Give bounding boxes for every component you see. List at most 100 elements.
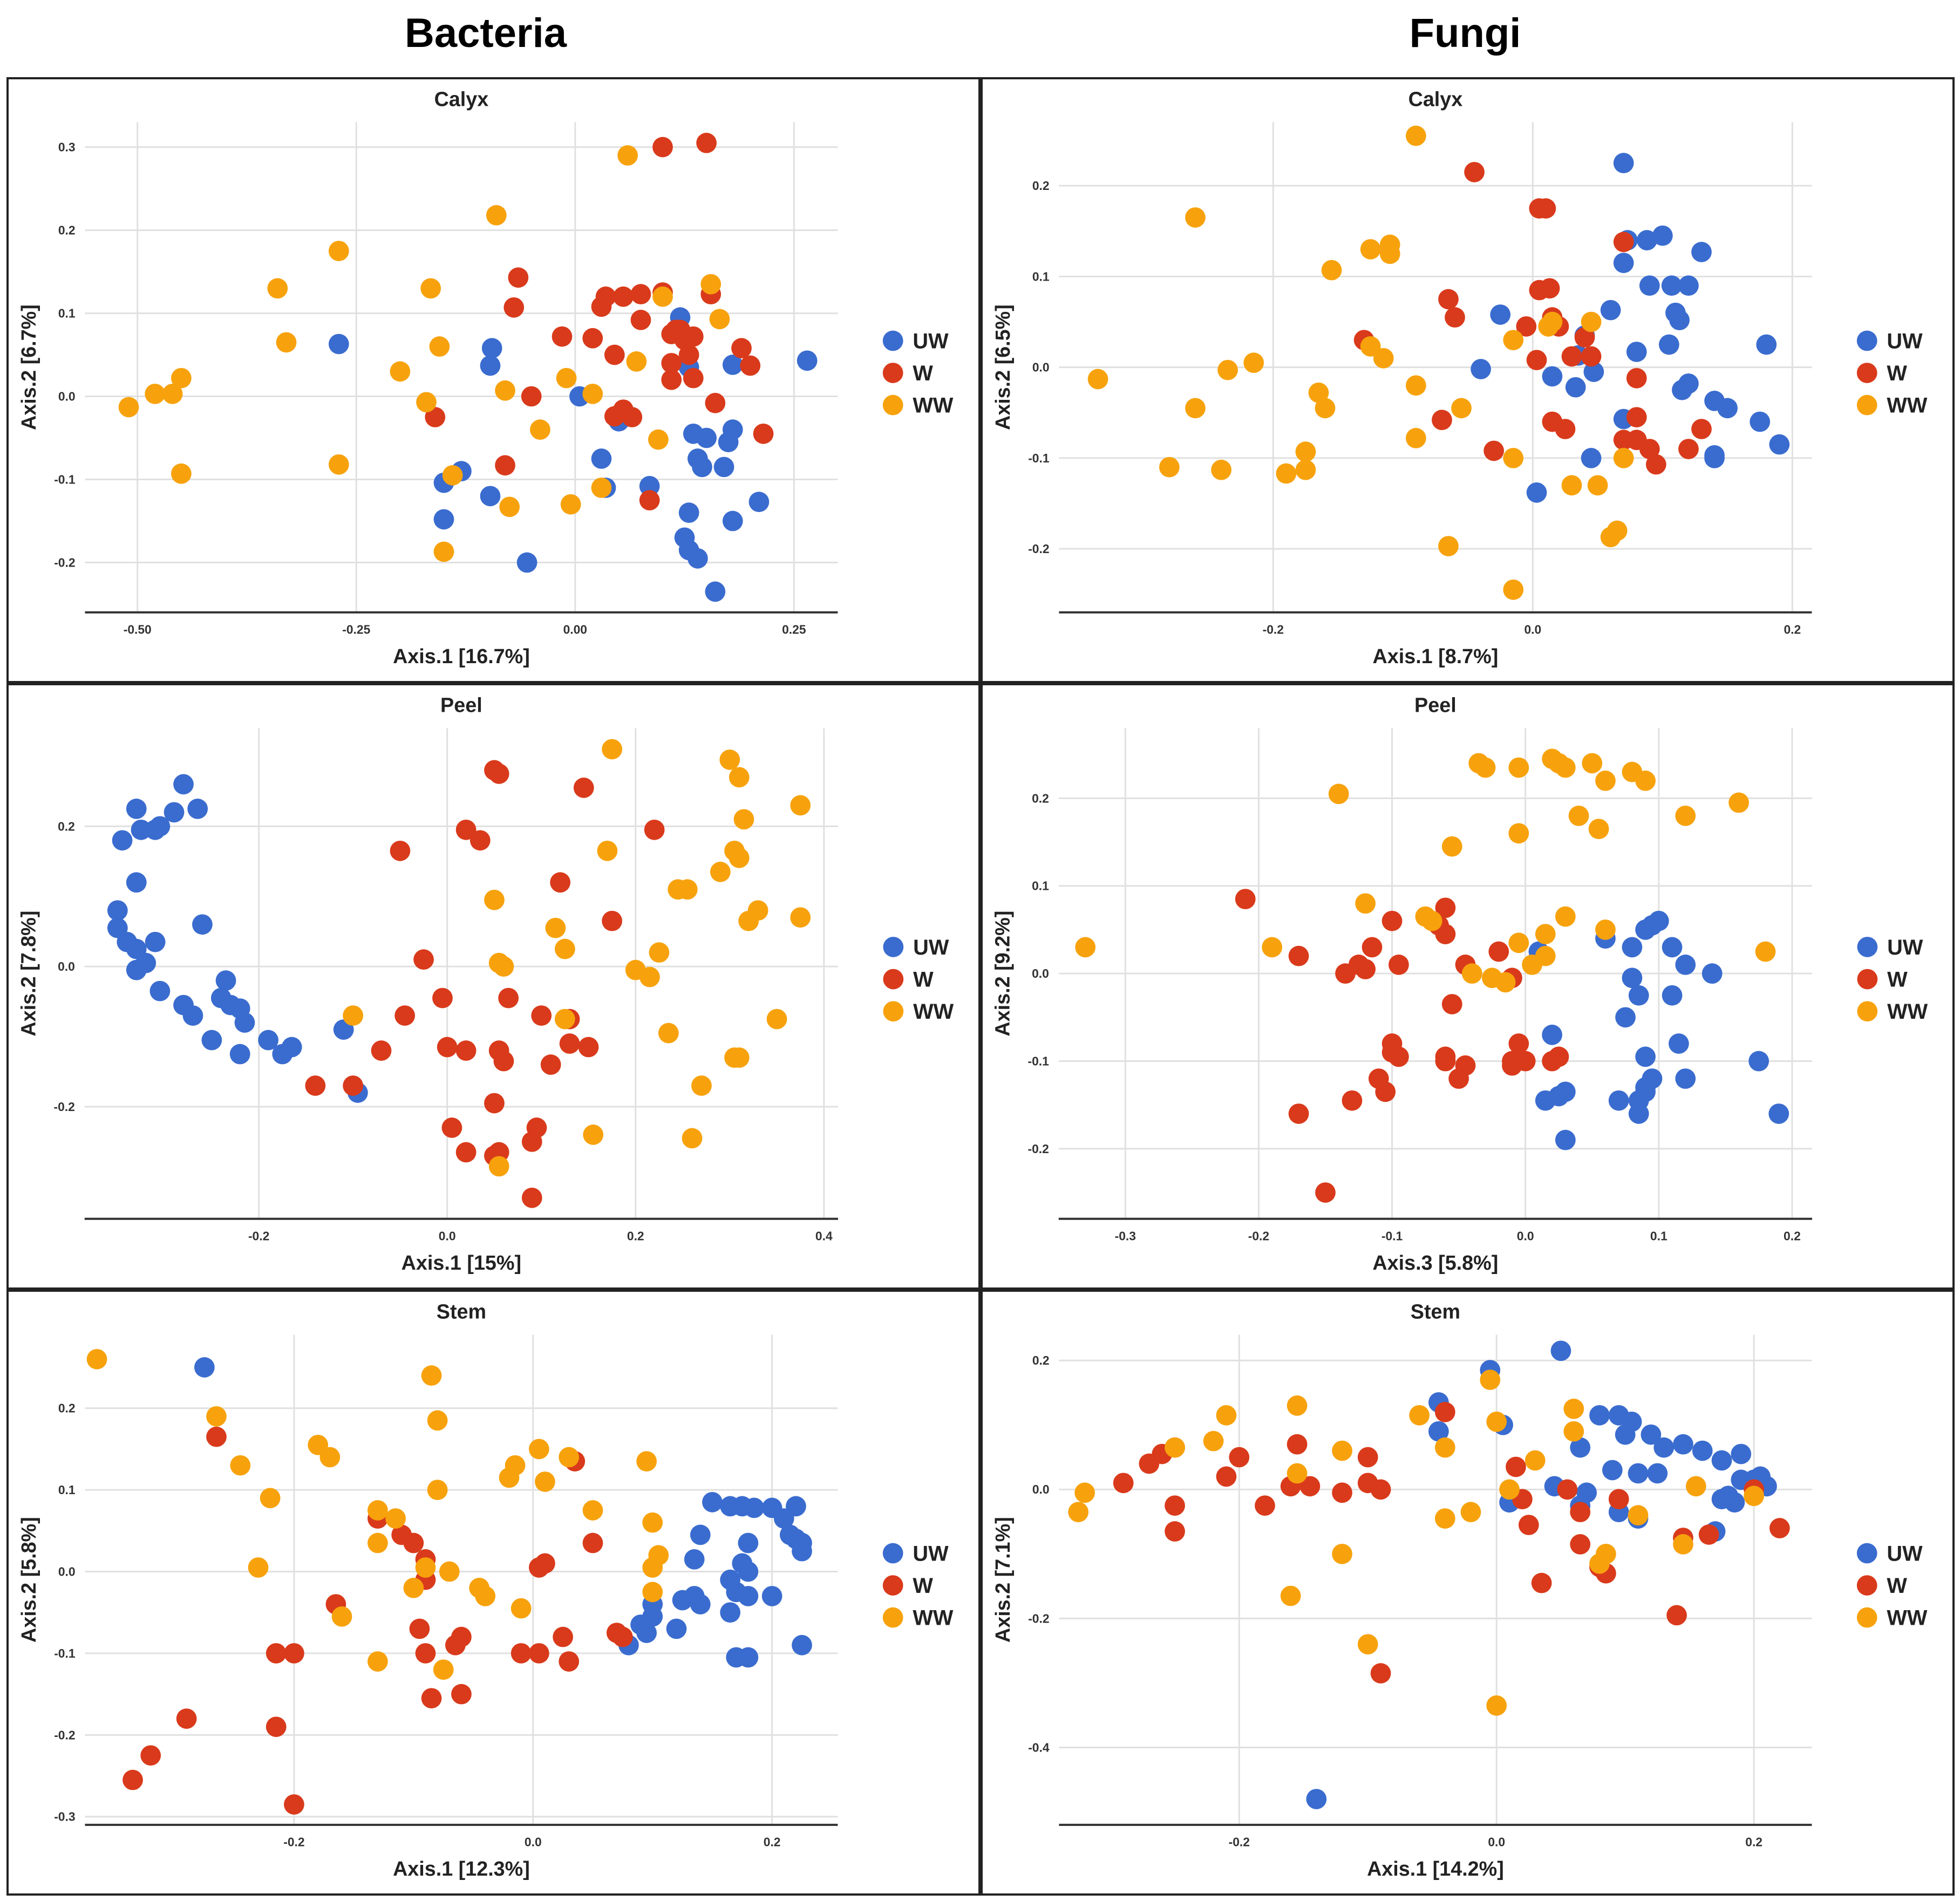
x-tick-label: -0.2 <box>1229 1835 1250 1849</box>
point-w <box>1691 419 1712 439</box>
y-tick-label: -0.1 <box>1027 1054 1049 1068</box>
point-uw <box>192 914 213 935</box>
point-uw <box>1428 1421 1449 1442</box>
point-ww <box>658 1023 679 1044</box>
point-uw <box>702 1491 723 1512</box>
scatter-plot: -0.3 -0.2 -0.1 0.0 0.1 0.2 -0.2 -0.1 0.0 0.1 0.2 Pe… <box>991 694 1928 1275</box>
point-w <box>559 1651 580 1672</box>
x-tick-label: 0.2 <box>1784 1229 1801 1243</box>
point-w <box>498 987 519 1009</box>
point-w <box>511 1643 532 1664</box>
legend-label-uw: UW <box>913 1542 949 1565</box>
x-tick-label: 0.2 <box>627 1229 644 1243</box>
point-ww <box>790 907 811 928</box>
point-uw <box>516 552 537 573</box>
point-w <box>1370 1479 1391 1500</box>
y-tick-label: 0.3 <box>58 140 76 154</box>
point-ww <box>1675 805 1696 826</box>
legend-marker-w <box>882 363 903 383</box>
point-uw <box>126 959 147 980</box>
point-uw <box>1769 434 1790 455</box>
point-uw <box>1628 985 1649 1006</box>
point-uw <box>1691 242 1712 262</box>
point-uw <box>744 1497 765 1518</box>
point-uw <box>1581 448 1602 468</box>
point-w <box>1216 1466 1237 1487</box>
point-uw <box>684 1549 705 1570</box>
point-uw <box>696 427 717 448</box>
point-w <box>1698 1524 1719 1545</box>
column-title-bacteria: Bacteria <box>405 10 567 56</box>
point-w <box>1381 910 1403 931</box>
point-w <box>604 406 625 427</box>
y-tick-label: -0.1 <box>54 1646 76 1660</box>
point-uw <box>1673 1434 1693 1455</box>
point-ww <box>420 278 441 299</box>
point-w <box>451 1684 472 1705</box>
y-tick-label: 0.0 <box>1032 1482 1050 1496</box>
y-tick-label: 0.0 <box>1032 360 1050 374</box>
point-w <box>1438 289 1459 310</box>
point-uw <box>1675 955 1696 975</box>
point-uw <box>1548 1086 1569 1107</box>
y-tick-label: -0.2 <box>54 1728 75 1742</box>
point-w <box>550 872 571 893</box>
point-uw <box>1613 253 1634 274</box>
point-ww <box>1262 937 1283 958</box>
point-uw <box>738 1647 759 1668</box>
point-ww <box>1744 1486 1764 1507</box>
point-ww <box>1357 1634 1378 1655</box>
point-ww <box>597 840 618 861</box>
point-uw <box>748 492 770 512</box>
point-uw <box>773 1508 794 1529</box>
point-ww <box>171 463 192 484</box>
x-tick-label: -0.3 <box>1115 1229 1136 1243</box>
point-w <box>1445 307 1465 328</box>
point-uw <box>481 338 502 359</box>
point-uw <box>1622 967 1643 989</box>
point-w <box>409 1618 430 1639</box>
point-ww <box>1460 1502 1481 1523</box>
x-tick-label: 0.1 <box>1650 1229 1668 1243</box>
point-ww <box>1486 1411 1507 1432</box>
point-ww <box>1563 1399 1584 1419</box>
point-ww <box>1373 348 1394 369</box>
point-ww <box>1480 1369 1501 1390</box>
point-w <box>683 367 704 389</box>
point-w <box>753 423 774 444</box>
point-w <box>1288 945 1309 966</box>
point-w <box>696 133 717 153</box>
point-w <box>122 1769 143 1790</box>
point-ww <box>1409 1405 1430 1426</box>
point-uw <box>229 1044 250 1065</box>
point-w <box>1769 1518 1790 1538</box>
x-tick-label: 0.2 <box>1745 1835 1762 1849</box>
point-ww <box>1405 375 1426 396</box>
y-tick-label: 0.1 <box>58 306 76 321</box>
y-tick-label: 0.1 <box>1032 269 1050 283</box>
point-uw <box>1711 1450 1732 1471</box>
y-axis-label: Axis.2 [9.2%] <box>991 911 1014 1037</box>
point-w <box>552 326 573 347</box>
panel-title: Stem <box>437 1300 486 1323</box>
point-ww <box>1087 369 1108 390</box>
point-w <box>535 1553 555 1574</box>
point-uw <box>672 1590 693 1611</box>
point-ww <box>691 1075 712 1096</box>
point-uw <box>1526 482 1547 503</box>
point-uw <box>1678 373 1699 394</box>
point-ww <box>1503 448 1524 468</box>
point-ww <box>583 1125 604 1145</box>
point-uw <box>705 581 726 602</box>
point-w <box>1362 937 1383 958</box>
point-w <box>1574 327 1595 348</box>
legend-marker-uw <box>1856 330 1877 351</box>
point-w <box>1370 1663 1391 1684</box>
legend-marker-ww <box>882 394 903 415</box>
point-uw <box>1635 1081 1656 1102</box>
point-uw <box>1550 1340 1571 1361</box>
point-ww <box>1495 972 1516 993</box>
point-ww <box>1461 963 1482 984</box>
point-ww <box>1628 1505 1649 1525</box>
point-ww <box>1503 579 1524 600</box>
